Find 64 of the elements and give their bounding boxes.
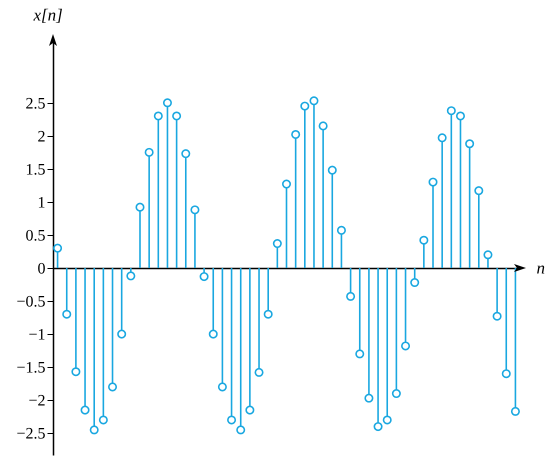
y-tick-label: 1.5 — [26, 161, 46, 178]
point — [401, 341, 410, 350]
y-tick-label: 1 — [38, 194, 46, 212]
point — [264, 310, 273, 319]
point — [492, 312, 502, 321]
point — [126, 271, 136, 280]
point — [80, 406, 90, 415]
point — [419, 236, 428, 245]
y-axis-title: x[n] — [32, 6, 63, 24]
point — [374, 422, 383, 432]
point — [318, 121, 328, 130]
point — [328, 166, 337, 175]
point — [510, 406, 520, 416]
point — [392, 389, 401, 398]
point — [465, 139, 474, 148]
y-tick-label: −2.5 — [16, 426, 46, 443]
point — [190, 205, 200, 214]
point — [410, 278, 420, 288]
point — [474, 186, 484, 196]
point — [254, 368, 264, 377]
x-axis-title: n — [536, 258, 545, 278]
point — [364, 394, 374, 403]
point — [200, 272, 209, 282]
y-tick-label: −1.5 — [16, 360, 46, 377]
y-tick-label: −1 — [28, 326, 46, 344]
point — [456, 111, 465, 120]
point — [483, 250, 492, 260]
y-tick-label: −2 — [28, 392, 46, 410]
point — [446, 106, 456, 116]
point — [438, 133, 447, 142]
point — [355, 349, 364, 358]
y-tick-label: 2.5 — [26, 95, 46, 112]
y-tick-label: 0.5 — [26, 227, 46, 244]
point — [144, 148, 154, 157]
point — [62, 310, 72, 319]
point — [245, 406, 254, 415]
y-tick-label: 0 — [38, 260, 46, 278]
point — [236, 425, 246, 434]
point — [336, 226, 346, 235]
point — [218, 382, 227, 392]
point — [71, 367, 80, 376]
point — [208, 330, 218, 339]
point — [53, 244, 62, 253]
point — [98, 415, 108, 424]
point — [117, 330, 126, 339]
point — [346, 292, 356, 301]
point — [502, 369, 511, 378]
point — [172, 111, 182, 120]
point — [162, 98, 172, 108]
point — [309, 96, 318, 106]
point — [291, 130, 300, 139]
point — [272, 239, 282, 248]
point — [108, 382, 118, 392]
point — [382, 415, 392, 424]
point — [282, 180, 292, 189]
y-tick-label: −0.5 — [16, 294, 46, 311]
point — [154, 111, 163, 120]
point — [428, 178, 438, 187]
point — [135, 202, 144, 212]
point — [227, 415, 236, 424]
point — [181, 149, 190, 158]
point — [300, 102, 310, 111]
y-tick-label: 2 — [38, 128, 46, 146]
point — [90, 425, 99, 434]
